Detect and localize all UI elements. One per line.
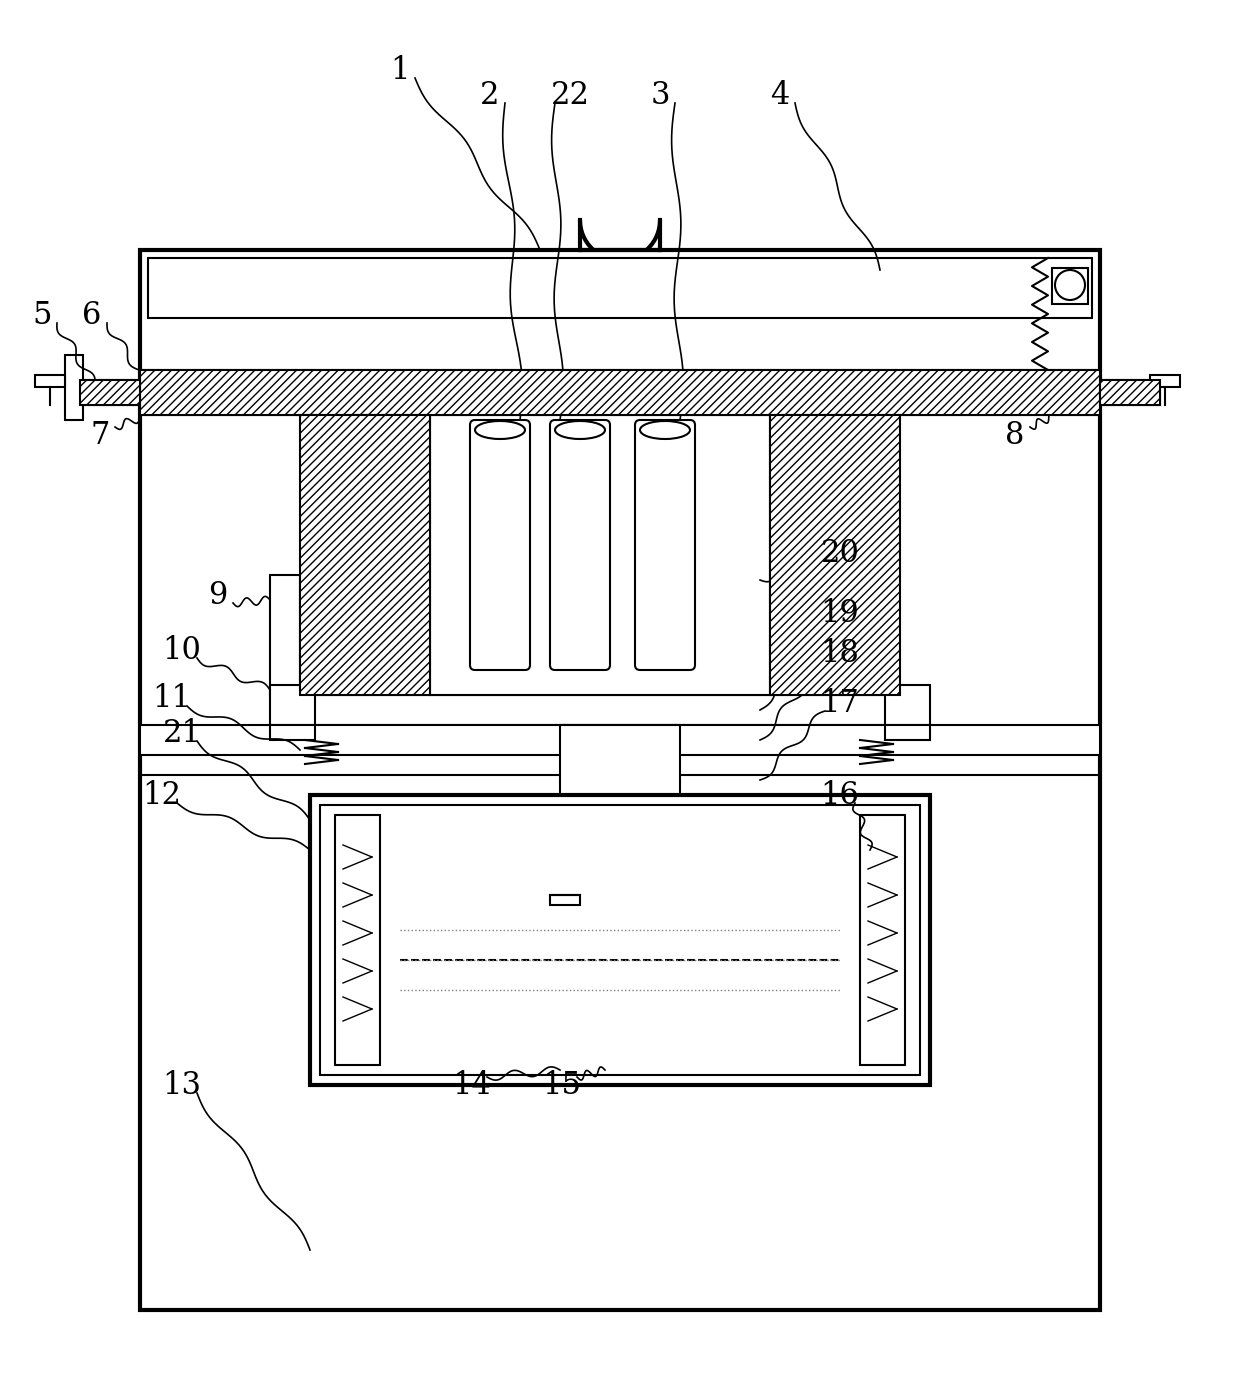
Bar xyxy=(81,380,140,405)
Text: 1: 1 xyxy=(391,54,409,86)
Bar xyxy=(1100,380,1159,405)
Bar xyxy=(140,370,1100,415)
Text: 13: 13 xyxy=(162,1070,201,1100)
Bar xyxy=(1149,375,1180,387)
Bar xyxy=(64,355,83,420)
Text: 19: 19 xyxy=(821,597,859,629)
FancyBboxPatch shape xyxy=(635,420,694,670)
FancyBboxPatch shape xyxy=(551,420,610,670)
Text: 11: 11 xyxy=(153,683,191,713)
Bar xyxy=(430,415,770,695)
Bar xyxy=(300,415,430,695)
Text: 6: 6 xyxy=(82,300,102,330)
Bar xyxy=(140,250,1100,1310)
Bar xyxy=(1100,380,1159,405)
FancyBboxPatch shape xyxy=(470,420,529,670)
Text: 16: 16 xyxy=(821,779,859,810)
Bar xyxy=(81,380,140,405)
Ellipse shape xyxy=(640,422,689,439)
Text: 14: 14 xyxy=(453,1070,491,1100)
Text: 2: 2 xyxy=(480,80,500,111)
Bar xyxy=(861,815,905,1066)
Bar xyxy=(310,795,930,1085)
Text: 17: 17 xyxy=(821,687,859,719)
Bar xyxy=(270,685,315,726)
Bar xyxy=(35,375,64,387)
Bar xyxy=(500,865,740,896)
Text: 12: 12 xyxy=(143,779,181,810)
Ellipse shape xyxy=(556,422,605,439)
Bar xyxy=(335,815,379,1066)
Text: 22: 22 xyxy=(551,80,589,111)
Text: 10: 10 xyxy=(162,634,201,666)
Text: 8: 8 xyxy=(1006,420,1024,451)
Text: 9: 9 xyxy=(208,579,228,611)
Text: 20: 20 xyxy=(821,538,859,568)
Bar xyxy=(270,575,300,695)
Text: 7: 7 xyxy=(91,420,109,451)
Text: 5: 5 xyxy=(32,300,52,330)
Text: 3: 3 xyxy=(650,80,670,111)
Bar xyxy=(551,896,580,905)
Text: 15: 15 xyxy=(543,1070,582,1100)
Bar xyxy=(270,726,315,739)
Circle shape xyxy=(1055,269,1085,300)
Text: 4: 4 xyxy=(770,80,790,111)
Bar xyxy=(300,695,900,726)
Bar xyxy=(885,726,930,739)
Bar xyxy=(148,258,1092,318)
Text: 18: 18 xyxy=(821,637,859,669)
Bar xyxy=(885,685,930,726)
Bar xyxy=(140,726,1100,755)
Bar xyxy=(140,370,1100,415)
Ellipse shape xyxy=(475,422,525,439)
Bar xyxy=(1052,268,1087,304)
Bar xyxy=(560,726,680,905)
Text: 21: 21 xyxy=(162,717,201,749)
Bar xyxy=(770,415,900,695)
Bar xyxy=(320,804,920,1075)
